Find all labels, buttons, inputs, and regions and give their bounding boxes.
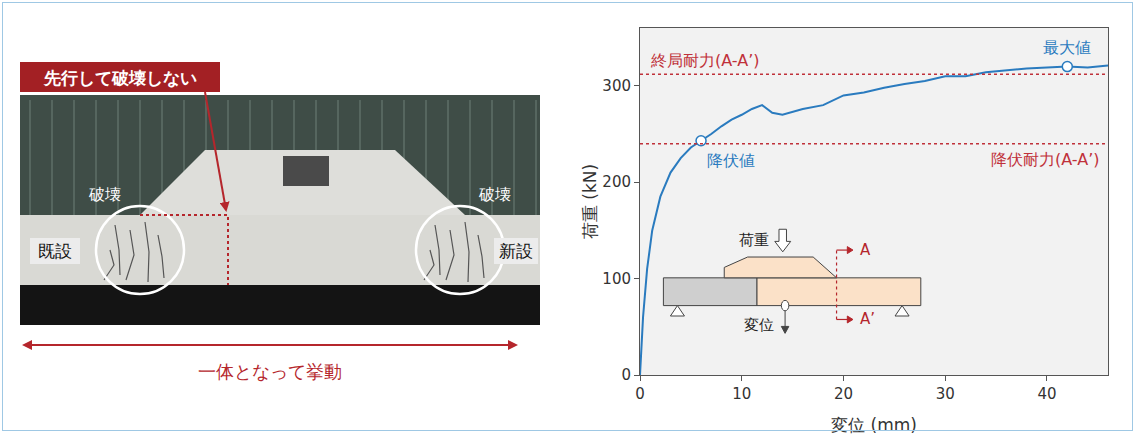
- svg-text:一体となって挙動: 一体となって挙動: [198, 361, 342, 382]
- svg-text:0: 0: [621, 366, 631, 384]
- svg-text:荷重: 荷重: [739, 231, 769, 249]
- svg-text:降伏値: 降伏値: [707, 151, 755, 170]
- svg-text:100: 100: [602, 270, 631, 288]
- svg-text:A: A: [860, 241, 871, 259]
- svg-text:40: 40: [1037, 385, 1056, 403]
- svg-text:0: 0: [635, 385, 645, 403]
- svg-text:最大値: 最大値: [1043, 38, 1091, 57]
- svg-text:破壊: 破壊: [88, 185, 121, 204]
- svg-text:20: 20: [834, 385, 853, 403]
- svg-text:変位 (mm): 変位 (mm): [831, 415, 917, 435]
- svg-text:200: 200: [602, 173, 631, 191]
- svg-text:30: 30: [936, 385, 955, 403]
- svg-text:降伏耐力(A-A’): 降伏耐力(A-A’): [991, 150, 1100, 169]
- svg-text:荷重 (kN): 荷重 (kN): [580, 164, 600, 239]
- svg-text:A’: A’: [860, 310, 875, 328]
- svg-text:新設: 新設: [499, 241, 533, 261]
- svg-text:破壊: 破壊: [478, 185, 511, 204]
- svg-text:10: 10: [732, 385, 751, 403]
- svg-text:300: 300: [602, 77, 631, 95]
- svg-text:終局耐力(A-A’): 終局耐力(A-A’): [650, 51, 760, 70]
- svg-text:既設: 既設: [38, 241, 72, 261]
- svg-text:先行して破壊しない: 先行して破壊しない: [43, 68, 197, 88]
- svg-text:変位: 変位: [744, 316, 774, 334]
